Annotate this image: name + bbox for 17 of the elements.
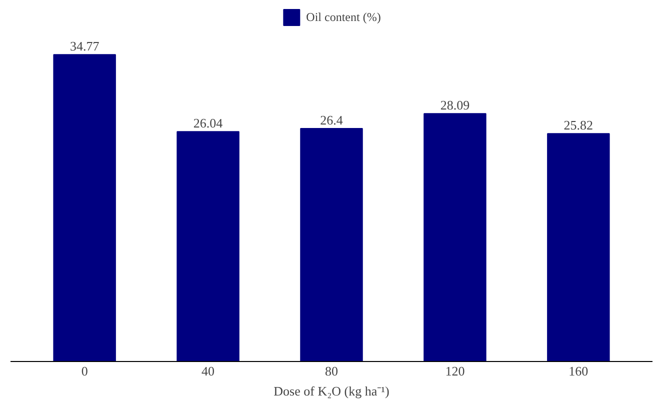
bar [300, 128, 363, 362]
data-label: 26.4 [320, 112, 344, 128]
bar [176, 131, 240, 362]
data-label: 34.77 [70, 38, 100, 54]
bar [547, 133, 610, 362]
x-tick-label: 160 [568, 364, 588, 378]
bar [424, 113, 486, 362]
data-label: 28.09 [440, 98, 470, 113]
x-tick-label: 40 [202, 364, 215, 378]
bar [53, 54, 116, 362]
legend-label: Oil content (%) [306, 10, 381, 24]
data-label: 26.04 [193, 116, 224, 131]
x-axis-title: Dose of K₂O (kg ha⁻¹) [274, 384, 390, 398]
data-label: 25.82 [564, 118, 594, 133]
x-tick-label: 0 [81, 364, 88, 378]
x-tick-label: 80 [325, 364, 338, 378]
x-tick-label: 120 [445, 364, 465, 378]
